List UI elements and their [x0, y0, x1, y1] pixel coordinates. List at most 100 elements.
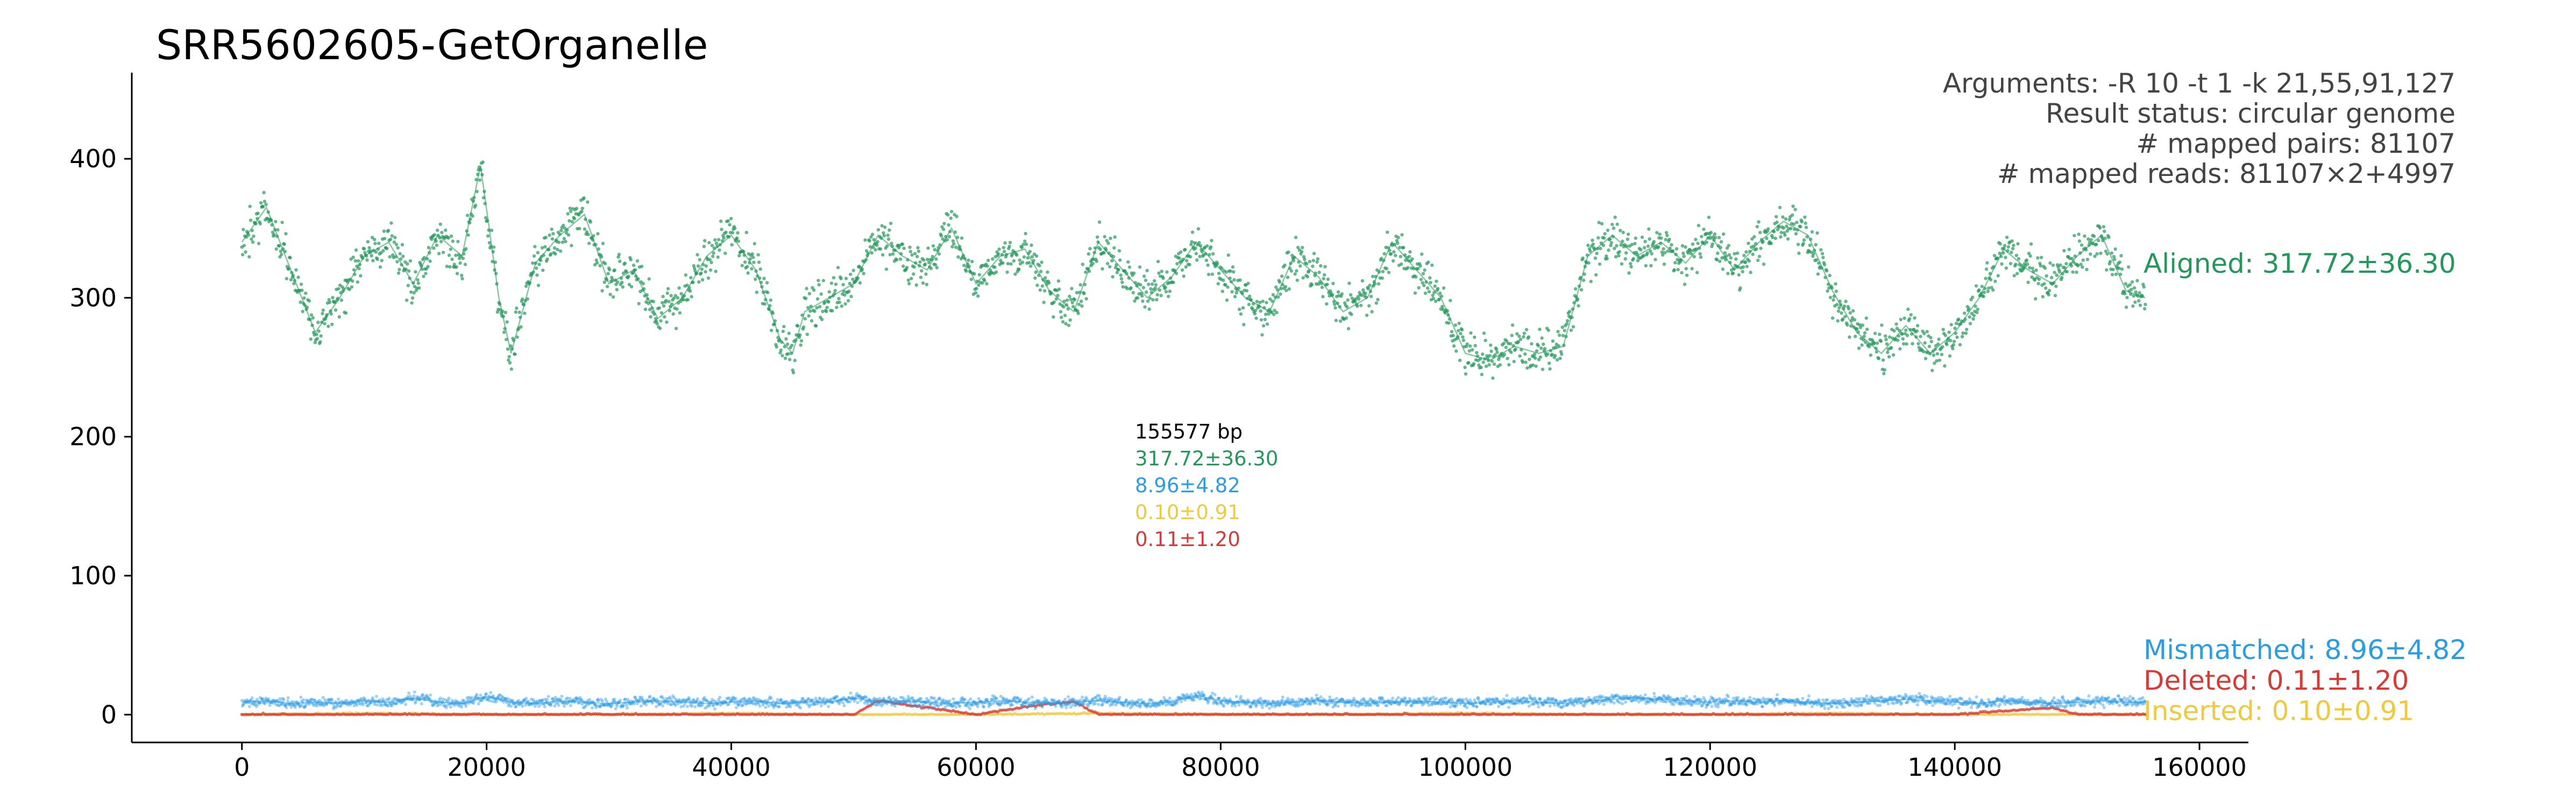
data-point	[740, 264, 744, 267]
data-point	[1110, 259, 1114, 263]
data-point	[1667, 237, 1671, 242]
data-point	[863, 238, 867, 242]
data-point	[1779, 235, 1783, 239]
data-point	[2081, 258, 2085, 262]
data-point	[1609, 240, 1613, 245]
data-point	[1986, 289, 1990, 293]
data-point	[1166, 294, 1170, 299]
data-point	[1757, 254, 1762, 258]
data-point	[1322, 273, 1326, 277]
data-point	[515, 335, 519, 339]
data-point	[1621, 239, 1624, 243]
data-point	[769, 329, 773, 332]
data-point	[1078, 283, 1082, 287]
data-point	[947, 223, 950, 227]
data-point	[1607, 248, 1610, 252]
data-point	[929, 266, 933, 271]
data-point	[733, 226, 737, 230]
data-point	[1782, 226, 1785, 230]
data-point	[292, 281, 296, 286]
data-point	[921, 281, 925, 285]
data-point	[746, 271, 750, 275]
data-point	[1655, 231, 1659, 235]
data-point	[1220, 289, 1224, 293]
data-point	[862, 272, 865, 275]
data-point	[1494, 348, 1499, 351]
data-point	[427, 246, 431, 250]
data-point	[1948, 354, 1952, 358]
data-point	[1662, 262, 1666, 266]
data-point	[447, 696, 451, 700]
data-point	[829, 281, 834, 285]
data-point	[1382, 252, 1386, 256]
data-point	[1727, 244, 1730, 247]
data-point	[2135, 279, 2139, 282]
data-point	[1648, 237, 1651, 241]
data-point	[481, 160, 485, 164]
data-point	[1399, 254, 1402, 259]
data-point	[1558, 356, 1562, 360]
data-point	[666, 287, 670, 291]
data-point	[536, 251, 540, 254]
data-point	[1433, 284, 1437, 288]
data-point	[547, 695, 550, 698]
data-point	[711, 254, 715, 258]
data-point	[839, 277, 843, 280]
data-point	[937, 252, 941, 256]
data-point	[1133, 299, 1137, 303]
data-point	[1034, 270, 1038, 274]
data-point	[560, 695, 564, 698]
data-point	[1924, 357, 1928, 360]
data-point	[614, 707, 618, 711]
data-point	[779, 348, 783, 352]
data-point	[370, 236, 374, 239]
data-point	[1936, 342, 1940, 346]
data-point	[726, 219, 730, 223]
data-point	[755, 291, 759, 294]
data-point	[1217, 272, 1221, 275]
data-point	[580, 209, 584, 214]
data-point	[1322, 277, 1325, 281]
data-point	[1851, 309, 1855, 313]
data-point	[886, 237, 891, 241]
data-point	[933, 263, 938, 267]
data-point	[762, 277, 766, 280]
data-point	[1898, 347, 1902, 351]
data-point	[1996, 274, 2000, 278]
data-point	[1869, 353, 1872, 357]
data-point	[1311, 264, 1315, 268]
data-point	[1325, 282, 1329, 286]
data-point	[967, 258, 970, 262]
data-point	[1369, 294, 1373, 299]
data-point	[1481, 360, 1485, 364]
data-point	[280, 252, 283, 257]
data-point	[583, 227, 587, 231]
data-point	[2083, 234, 2087, 238]
data-point	[1747, 259, 1751, 263]
data-point	[557, 240, 561, 244]
data-point	[1449, 299, 1452, 302]
data-point	[464, 247, 468, 251]
data-point	[1892, 329, 1896, 333]
data-point	[1605, 257, 1609, 260]
data-point	[1506, 357, 1509, 360]
data-point	[2102, 225, 2105, 229]
data-point	[1267, 312, 1271, 316]
data-point	[1408, 250, 1412, 254]
data-point	[2049, 275, 2054, 280]
data-point	[449, 705, 452, 709]
data-point	[521, 297, 524, 301]
data-point	[1376, 282, 1381, 286]
data-point	[284, 232, 288, 236]
data-point	[621, 285, 625, 289]
data-point	[1614, 255, 1618, 259]
data-point	[1943, 364, 1947, 368]
data-point	[2047, 288, 2052, 293]
data-point	[753, 242, 757, 246]
data-point	[2059, 263, 2062, 267]
data-point	[1013, 272, 1017, 276]
data-point	[2120, 267, 2124, 271]
data-point	[446, 236, 450, 240]
data-point	[258, 222, 262, 225]
data-point	[379, 251, 383, 254]
